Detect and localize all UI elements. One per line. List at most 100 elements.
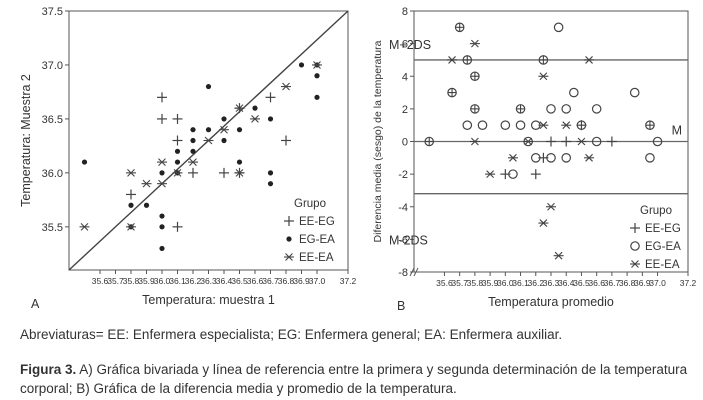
point-eg-ea-ring [546,104,556,114]
point-eg-ea-dot [159,170,165,176]
point-eg-ea-ring [462,120,473,130]
point-eg-ea-dot [221,116,227,122]
point-eg-ea [652,136,663,147]
point-ee-ea-d2 [127,222,135,231]
point-ee-ea-d2 [577,137,586,146]
legend-entry-ee-ea: EE-EA [299,252,334,264]
x-tick-label: 36.5 [231,276,248,286]
point-ee-eg [281,135,291,146]
x-tick-label: 37.2 [340,276,357,286]
point-ee-ea [447,56,458,64]
figure-3: 35.635.735.835.936.036.136.236.336.436.5… [19,6,697,313]
legend-entry-eg-ea: EG-EA [645,241,681,253]
point-ee-eg [546,136,556,147]
x-axis-title: Temperatura: muestra 1 [142,293,275,307]
point-eg-ea-dot [159,245,165,252]
legend-marker-eg-ea-ring [630,241,640,251]
point-ee-eg [561,136,572,147]
legend-marker-eg-ea [286,236,292,242]
point-ee-eg [530,169,541,180]
y-tick-label: 36.0 [42,168,63,180]
point-eg-ea [81,159,88,165]
point-eg-ea-dot [205,127,212,133]
point-eg-ea-ring [645,153,655,163]
y-tick-label: 0 [402,137,408,149]
point-ee-ea-d2 [220,125,228,134]
point-eg-ea [462,55,473,65]
point-eg-ea-ring [454,22,465,33]
point-eg-ea-ring [569,87,579,98]
legend-title: Grupo [294,198,326,210]
x-tick-label: 36.3 [200,276,217,286]
point-eg-ea [538,55,549,65]
point-eg-ea [424,136,435,147]
x-tick-label: 35.7 [107,276,124,286]
x-tick-label: 36.8 [619,278,636,288]
panel-label: B [397,299,405,313]
point-eg-ea-dot [267,116,274,122]
x-axis-title: Temperatura promedio [488,295,614,309]
point-ee-eg [172,113,183,124]
x-tick-label: 36.2 [185,276,202,286]
x-tick-label: 36.9 [293,276,310,286]
point-ee-ea [584,56,595,64]
point-eg-ea-dot [314,73,320,79]
point-eg-ea [561,153,572,163]
point-eg-ea [515,120,526,130]
x-tick-label: 36.7 [604,278,621,288]
point-ee-ea [538,72,549,81]
point-eg-ea-ring [530,153,541,163]
point-ee-ea [157,158,167,166]
y-tick-label: 37.5 [42,6,63,18]
point-eg-ea-dot [267,181,274,187]
point-eg-ea-ring [591,104,602,114]
point-ee-ea [523,137,534,146]
point-eg-ea-dot [174,159,181,165]
point-ee-ea-d2 [539,121,548,130]
point-eg-ea [462,120,473,130]
point-ee-ea [157,179,167,188]
point-eg-ea [314,73,320,79]
point-ee-eg [576,120,587,131]
point-ee-ea-d2 [204,136,213,145]
point-ee-eg [157,92,167,103]
point-ee-ea-d2 [173,168,182,177]
point-eg-ea [205,83,212,90]
point-ee-ea-d2 [539,219,548,227]
point-eg-ea [190,127,196,133]
point-ee-ea-d2 [235,168,244,177]
point-ee-ea [469,39,480,48]
point-ee-ea-d2 [547,202,555,211]
point-ee-eg [172,221,183,232]
x-tick-label: 35.8 [123,276,140,286]
x-tick-label: 36.3 [543,278,560,288]
point-eg-ea [190,148,196,154]
legend-entry-eg-ea: EG-EA [299,234,335,246]
point-ee-ea [281,82,291,91]
point-ee-ea-d2 [539,72,548,81]
point-ee-ea [507,153,518,162]
panel-b-bland-altman: 35.635.735.835.936.036.136.236.336.436.5… [372,6,697,313]
x-tick-label: 35.6 [92,276,109,286]
point-eg-ea [221,137,227,144]
point-eg-ea-ring [561,153,572,163]
reference-line-label: M [672,124,682,138]
point-ee-ea-d2 [448,56,456,64]
point-eg-ea [128,202,134,208]
point-ee-ea-d2 [251,115,259,123]
point-eg-ea-dot [143,202,150,208]
y-tick-label: 8 [402,6,408,18]
point-eg-ea-dot [190,137,196,144]
point-eg-ea [576,120,587,130]
point-ee-ea [250,115,260,123]
point-eg-ea [190,137,196,144]
y-tick-label: 2 [402,104,408,116]
figure-caption: Figura 3. A) Gráfica bivariada y línea d… [20,360,690,398]
legend-entry-ee-ea: EE-EA [645,259,680,271]
point-eg-ea-dot [221,137,227,144]
point-eg-ea [470,71,480,82]
x-tick-label: 37.2 [680,278,697,288]
point-ee-ea-d2 [158,158,166,166]
point-eg-ea-dot [267,170,274,176]
point-ee-ea-d2 [142,179,151,188]
